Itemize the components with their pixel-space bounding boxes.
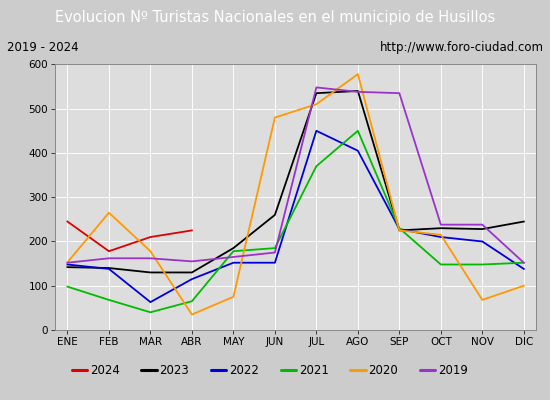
Text: 2021: 2021 (299, 364, 328, 376)
Text: http://www.foro-ciudad.com: http://www.foro-ciudad.com (379, 41, 543, 54)
Text: Evolucion Nº Turistas Nacionales en el municipio de Husillos: Evolucion Nº Turistas Nacionales en el m… (55, 10, 495, 25)
Text: 2022: 2022 (229, 364, 259, 376)
Text: 2024: 2024 (90, 364, 119, 376)
Text: 2019 - 2024: 2019 - 2024 (7, 41, 78, 54)
Text: 2019: 2019 (438, 364, 468, 376)
Text: 2020: 2020 (368, 364, 398, 376)
Text: 2023: 2023 (160, 364, 189, 376)
